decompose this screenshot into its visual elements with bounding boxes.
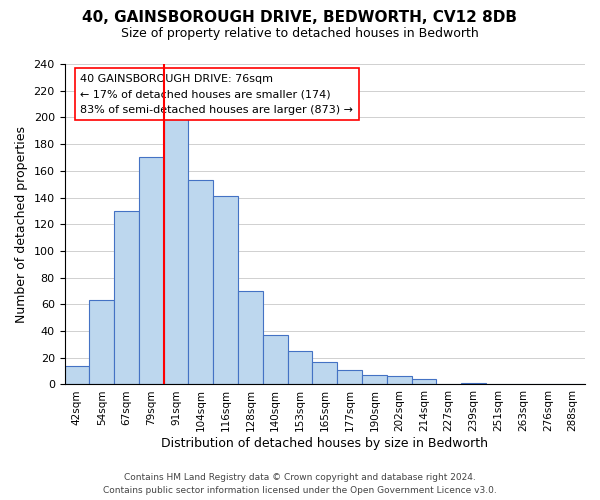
Bar xyxy=(164,118,188,384)
Bar xyxy=(412,379,436,384)
Bar xyxy=(188,180,213,384)
Bar xyxy=(461,383,486,384)
Text: Contains HM Land Registry data © Crown copyright and database right 2024.
Contai: Contains HM Land Registry data © Crown c… xyxy=(103,474,497,495)
Bar xyxy=(313,362,337,384)
Bar xyxy=(213,196,238,384)
Bar xyxy=(114,211,139,384)
X-axis label: Distribution of detached houses by size in Bedworth: Distribution of detached houses by size … xyxy=(161,437,488,450)
Bar xyxy=(89,300,114,384)
Text: 40, GAINSBOROUGH DRIVE, BEDWORTH, CV12 8DB: 40, GAINSBOROUGH DRIVE, BEDWORTH, CV12 8… xyxy=(83,10,517,25)
Text: Size of property relative to detached houses in Bedworth: Size of property relative to detached ho… xyxy=(121,28,479,40)
Bar xyxy=(287,351,313,384)
Bar xyxy=(139,158,164,384)
Text: 40 GAINSBOROUGH DRIVE: 76sqm
← 17% of detached houses are smaller (174)
83% of s: 40 GAINSBOROUGH DRIVE: 76sqm ← 17% of de… xyxy=(80,74,353,115)
Bar xyxy=(387,376,412,384)
Bar xyxy=(238,291,263,384)
Bar xyxy=(263,335,287,384)
Bar xyxy=(362,375,387,384)
Bar xyxy=(65,366,89,384)
Bar xyxy=(337,370,362,384)
Y-axis label: Number of detached properties: Number of detached properties xyxy=(15,126,28,322)
